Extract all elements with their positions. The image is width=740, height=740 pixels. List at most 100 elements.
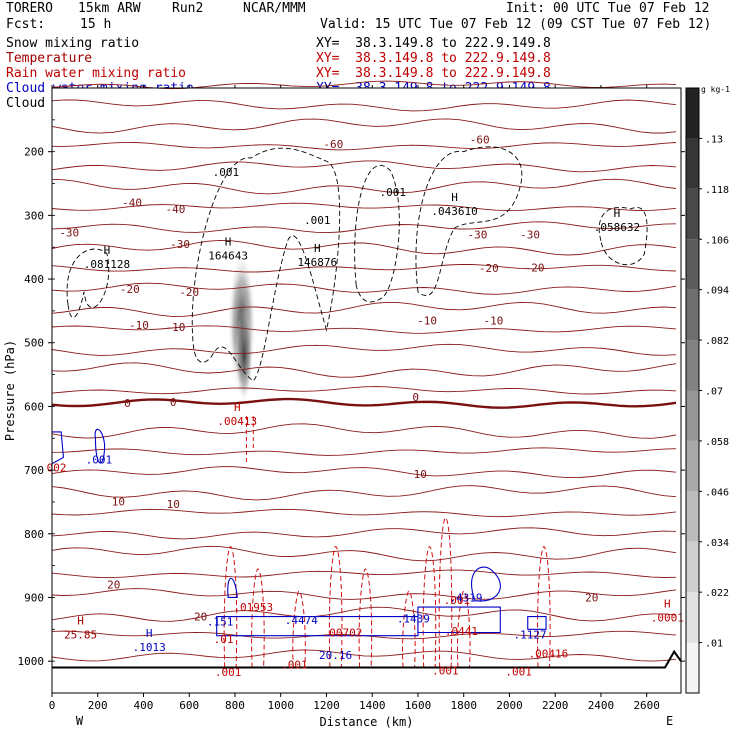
colorbar-unit: g kg-1 [701, 85, 730, 94]
forecast-value: 15 h [80, 17, 112, 32]
x-tick-label: 2400 [588, 699, 615, 712]
isotherm-label: 10 [112, 495, 125, 508]
y-tick-label: 400 [24, 273, 44, 286]
cloud-ice-contour [354, 165, 400, 303]
contour-label: .001 [444, 594, 471, 607]
colorbar-segment [686, 592, 699, 643]
contour-label: .001 [380, 186, 407, 199]
rain-water-contour [245, 415, 254, 464]
y-tick-label: 900 [24, 591, 44, 604]
y-tick-label: 800 [24, 528, 44, 541]
rain-water-contour [537, 546, 551, 668]
colorbar-segment [686, 188, 699, 240]
isotherm-label: -10 [417, 314, 437, 327]
x-tick-label: 2200 [542, 699, 569, 712]
isotherm-label: -10 [129, 319, 149, 332]
rain-water-contour [251, 568, 265, 668]
x-tick-label: 400 [134, 699, 154, 712]
isotherm-line [51, 343, 677, 356]
east-label: E [666, 714, 673, 728]
max-value: 25.85 [64, 629, 97, 642]
colorbar-label: .034 [705, 538, 729, 549]
colorbar-label: .13 [705, 134, 723, 145]
colorbar-label: .01 [705, 639, 723, 650]
isotherm-label: -20 [179, 286, 199, 299]
x-axis-label: Distance (km) [320, 715, 414, 729]
isotherm-line [51, 264, 677, 273]
contour-label: .001 [86, 453, 113, 466]
max-marker: H [664, 597, 671, 610]
x-tick-label: 600 [179, 699, 199, 712]
x-tick-label: 1000 [267, 699, 294, 712]
isotherm-label: 20 [194, 611, 207, 624]
contour-label: .4319 [449, 591, 482, 604]
cloud-ice-contour [415, 146, 523, 296]
colorbar-segment [686, 289, 699, 341]
max-marker: H [77, 615, 84, 628]
rain-water-contour [422, 546, 437, 668]
isotherm-line [51, 160, 677, 173]
colorbar-segment [686, 491, 699, 542]
x-tick-label: 1200 [313, 699, 340, 712]
max-marker: H [234, 401, 241, 414]
colorbar-label: .07 [705, 387, 723, 398]
surface-terrain-line [52, 649, 682, 669]
isotherm-line [51, 202, 677, 212]
isotherm-line [51, 141, 677, 151]
max-marker: H [104, 244, 111, 257]
isotherm-line [51, 282, 677, 295]
x-tick-label: 2600 [633, 699, 660, 712]
y-tick-label: 200 [24, 146, 44, 159]
contour-label: .01953 [233, 601, 273, 614]
max-marker: H [614, 207, 621, 220]
max-value: .00413 [217, 415, 257, 428]
field-xy-range: XY= 38.3.149.8 to 222.9.149.8 [316, 51, 551, 66]
org-label: NCAR/MMM [243, 1, 306, 16]
isotherm-line [51, 606, 677, 622]
x-tick-label: 1600 [405, 699, 432, 712]
contour-label: .4474 [285, 614, 318, 627]
isotherm-label: 10 [414, 468, 427, 481]
isotherm-label: -40 [166, 203, 186, 216]
isotherm-label: -10 [166, 321, 186, 334]
freezing-level-line [51, 397, 677, 409]
y-tick-label: 600 [24, 400, 44, 413]
isotherm-label: -10 [484, 314, 504, 327]
colorbar-segment [686, 340, 699, 391]
isotherm-label: -20 [479, 262, 499, 275]
y-tick-label: 300 [24, 209, 44, 222]
isotherm-line [51, 221, 677, 234]
isotherm-line [51, 527, 677, 540]
max-marker: H [146, 627, 153, 640]
isotherm-line [51, 99, 677, 112]
isotherm-line [51, 362, 677, 378]
init-time: Init: 00 UTC Tue 07 Feb 12 [506, 1, 710, 16]
field-xy-range: XY= 38.3.149.8 to 222.9.149.8 [316, 36, 551, 51]
contour-label: .001 [215, 666, 242, 679]
isotherm-line [51, 466, 677, 479]
plot-frame [51, 87, 682, 694]
isotherm-line [51, 588, 677, 600]
max-marker: H [225, 236, 232, 249]
max-value: .1013 [133, 641, 166, 654]
max-value: .0001 [651, 611, 684, 624]
resolution: 15km ARW [78, 1, 141, 16]
y-axis-label: Pressure (hPa) [3, 340, 17, 441]
colorbar-segment [686, 390, 699, 441]
isotherm-line [51, 325, 677, 334]
field-name: Temperature [6, 51, 93, 66]
max-value: .043610 [431, 205, 477, 218]
contour-label: .00416 [528, 648, 568, 661]
isotherm-line [51, 118, 677, 134]
colorbar-segment [686, 642, 699, 693]
max-value: .058632 [594, 221, 640, 234]
x-tick-label: 200 [88, 699, 108, 712]
rain-water-contour [328, 546, 343, 668]
isotherm-line [51, 423, 677, 439]
isotherm-label: -30 [170, 238, 190, 251]
colorbar-label: .094 [705, 286, 729, 297]
west-label: W [76, 714, 84, 728]
contour-label: .001 [304, 214, 331, 227]
contour-label: .001 [432, 665, 459, 678]
